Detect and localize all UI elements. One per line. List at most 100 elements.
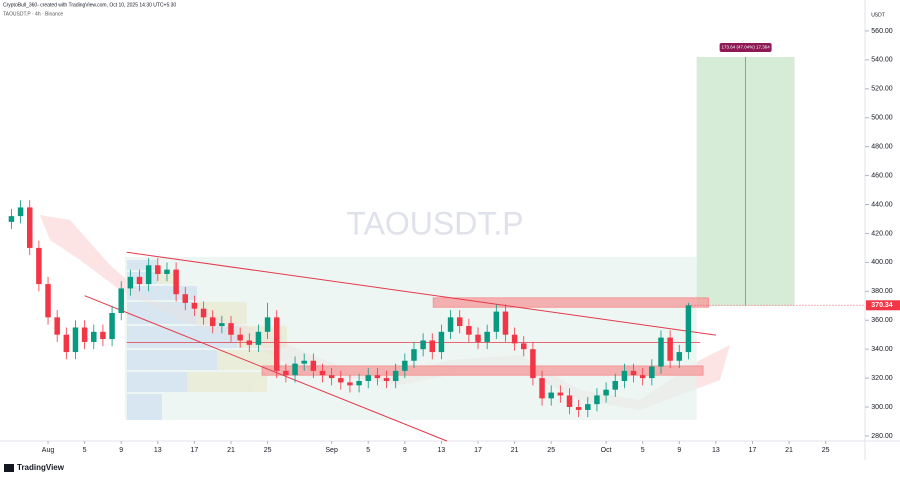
candle-body (109, 313, 115, 340)
candle-body (100, 331, 106, 340)
candle-body (274, 317, 280, 371)
candle-body (191, 302, 198, 309)
candle-body (237, 334, 243, 341)
logo: TradingView (17, 463, 65, 472)
candle-body (484, 331, 490, 342)
candle-body (447, 317, 454, 332)
y-tick-label: 460.00 (871, 172, 893, 179)
y-tick-label: 520.00 (871, 86, 893, 93)
x-tick-label: 13 (438, 447, 446, 454)
candle-body (438, 331, 445, 353)
candle-body (649, 366, 655, 379)
candle-body (539, 378, 545, 399)
candle-body (173, 269, 179, 295)
candle-body (283, 370, 289, 376)
candle-body (630, 370, 637, 376)
zone (261, 365, 704, 376)
candle-body (81, 327, 88, 342)
candle-body (310, 360, 317, 371)
x-tick-label: 5 (366, 447, 370, 454)
candle-body (182, 294, 189, 303)
candle-body (420, 340, 426, 350)
candle-body (475, 334, 481, 342)
trendline (84, 295, 448, 442)
price-label: 370.34 (871, 302, 893, 309)
x-tick-label: 5 (641, 447, 645, 454)
candle-body (356, 380, 362, 386)
candle-body (118, 288, 124, 314)
footer (0, 460, 900, 479)
candle-body (365, 375, 371, 381)
candle-body (17, 207, 24, 217)
x-tick-label: 21 (785, 447, 793, 454)
candle-body (246, 340, 253, 345)
x-tick-label: 13 (712, 447, 720, 454)
y-tick-label: 540.00 (871, 57, 893, 64)
candle-body (54, 317, 60, 335)
candle-body (594, 395, 600, 405)
candle-body (292, 363, 298, 376)
target-label: 173.64 (47.04%) 17,364 (721, 45, 770, 50)
price-label-box (866, 300, 900, 311)
logo-mark (4, 464, 14, 472)
x-tick-label: 13 (154, 447, 162, 454)
candle-body (136, 276, 143, 285)
candle-body (155, 265, 161, 274)
candle-body (301, 360, 307, 364)
x-tick-label: 5 (83, 447, 87, 454)
candle-body (228, 323, 234, 335)
candle-body (621, 370, 628, 381)
candle-body (219, 323, 225, 327)
y-tick-label: 500.00 (871, 115, 893, 122)
x-tick-label: 9 (403, 447, 407, 454)
candle-body (127, 276, 134, 289)
x-tick-label: 25 (822, 447, 830, 454)
candle-body (658, 337, 664, 367)
x-tick-label: 25 (264, 447, 272, 454)
candle-body (612, 380, 618, 390)
y-tick-label: 340.00 (871, 346, 893, 353)
candle-body (392, 370, 399, 381)
y-tick-label: 360.00 (871, 317, 893, 324)
candle-body (557, 392, 564, 396)
candle-body (639, 375, 646, 379)
candle-body (603, 389, 609, 396)
candle-body (585, 404, 591, 410)
candle-body (502, 311, 509, 335)
x-tick-label: 21 (227, 447, 235, 454)
x-tick-label: Oct (601, 447, 612, 454)
candle-body (209, 317, 216, 327)
y-unit: USDT (871, 12, 885, 18)
candle-body (411, 349, 417, 361)
candle-body (26, 207, 33, 248)
x-tick-label: 9 (119, 447, 123, 454)
candle-body (8, 216, 15, 222)
candle-body (456, 317, 463, 327)
candle-body (72, 327, 79, 353)
x-tick-label: 21 (511, 447, 519, 454)
candle-body (685, 305, 692, 353)
plot: 173.64 (47.04%) 17,364 (8, 43, 865, 442)
trendline (126, 251, 716, 336)
candle-body (566, 395, 573, 408)
candle-body (466, 326, 472, 335)
candle-body (667, 337, 673, 361)
watermark: TAOUSDT.P (346, 205, 523, 241)
x-tick-label: 9 (677, 447, 681, 454)
candle-body (530, 349, 536, 379)
y-tick-label: 300.00 (871, 404, 893, 411)
candle-body (45, 284, 51, 318)
candle-body (264, 317, 271, 332)
candle-body (575, 407, 582, 410)
candle-body (493, 311, 500, 332)
y-tick-label: 480.00 (871, 144, 893, 151)
credit: CryptoBull_360- created with TradingView… (3, 2, 176, 8)
candle-body (36, 247, 42, 285)
y-tick-label: 420.00 (871, 230, 893, 237)
y-tick-label: 280.00 (871, 433, 893, 440)
x-tick-label: Aug (42, 447, 55, 454)
candle-body (676, 352, 683, 361)
candle-body (63, 334, 70, 353)
candle-body (164, 269, 170, 274)
y-tick-label: 560.00 (871, 28, 893, 35)
